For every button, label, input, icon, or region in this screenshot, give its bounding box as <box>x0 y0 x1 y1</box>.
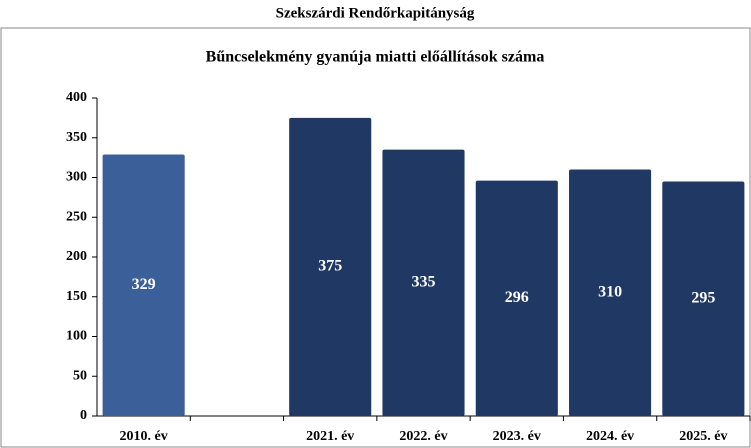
y-tick-label: 100 <box>66 329 87 344</box>
value-label: 335 <box>412 274 436 291</box>
bar <box>475 180 558 416</box>
y-tick-label: 300 <box>66 170 87 185</box>
y-tick-label: 400 <box>66 90 87 105</box>
x-tick-label: 2023. év <box>493 429 541 444</box>
bar <box>662 181 745 416</box>
x-tick-label: 2025. év <box>679 429 727 444</box>
x-tick-label: 2010. év <box>120 429 168 444</box>
x-tick-label: 2022. év <box>399 429 447 444</box>
bar <box>289 117 372 416</box>
value-label: 295 <box>691 289 715 306</box>
value-label: 296 <box>505 289 529 306</box>
bar <box>382 149 465 417</box>
x-tick-label: 2024. év <box>586 429 634 444</box>
value-label: 329 <box>132 276 156 293</box>
y-tick-label: 150 <box>66 289 87 304</box>
y-tick-label: 200 <box>66 249 87 264</box>
value-label: 375 <box>318 258 342 275</box>
chart-subtitle: Bűncselekmény gyanúja miatti előállításo… <box>206 49 545 66</box>
value-label: 310 <box>598 283 622 300</box>
y-tick-label: 50 <box>73 368 87 383</box>
chart-title: Szekszárdi Rendőrkapitányság <box>276 5 475 21</box>
bar <box>102 154 185 416</box>
y-tick-label: 350 <box>66 130 87 145</box>
y-tick-label: 0 <box>80 408 87 423</box>
x-tick-label: 2021. év <box>306 429 354 444</box>
bar <box>569 169 652 416</box>
y-tick-label: 250 <box>66 209 87 224</box>
